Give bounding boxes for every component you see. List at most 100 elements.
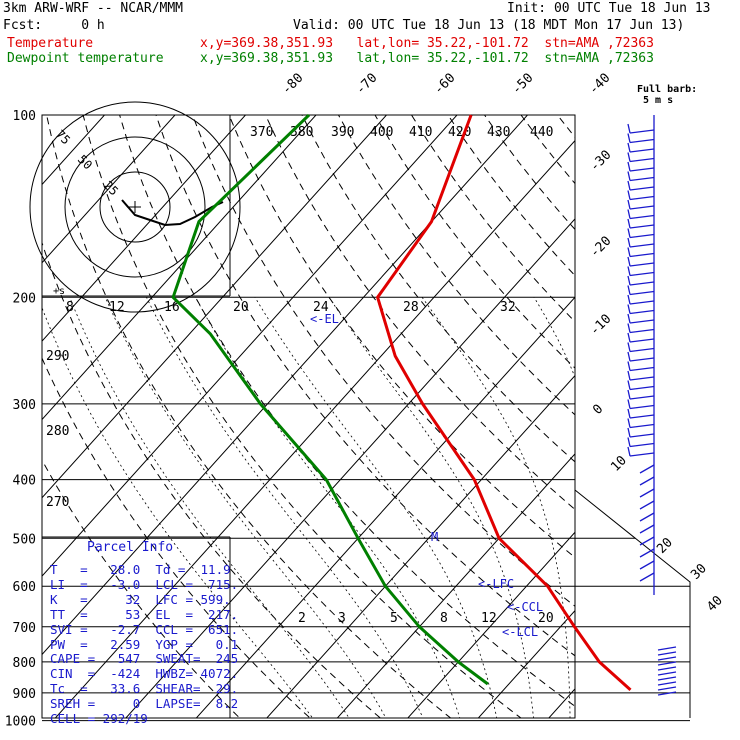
isotherm — [42, 115, 247, 342]
pressure-label: 300 — [13, 398, 36, 413]
dry-adiabat — [42, 241, 382, 718]
isotherm — [42, 115, 458, 577]
lfc-marker: <-LFC — [478, 577, 515, 591]
mixing-ratio-label: 2 — [298, 611, 306, 626]
wind-barb — [639, 548, 655, 558]
isotherm-label: -30 — [587, 148, 614, 175]
parcel-info-row: CIN = -424 HWBZ= 4072. — [50, 666, 239, 682]
mixing-ratio-label: 24 — [313, 300, 329, 315]
isotherm-label: 20 — [654, 535, 676, 557]
wind-barb — [627, 256, 655, 267]
dry-adiabat — [374, 115, 575, 369]
hodograph-storm-label: +s — [53, 286, 65, 297]
hodograph-ring — [64, 136, 206, 278]
hodograph-ring — [29, 101, 241, 313]
isotherm-label: -50 — [509, 71, 536, 98]
dry-adiabat — [484, 115, 575, 231]
wind-barb — [627, 313, 655, 324]
hodograph — [29, 101, 241, 313]
mixing-ratio-label: 28 — [403, 300, 419, 315]
wind-barb — [639, 536, 655, 546]
wind-barb — [627, 190, 655, 201]
hodograph-trace — [121, 199, 224, 227]
ccl-marker: <-CCL — [507, 600, 544, 614]
dry-adiabat — [667, 115, 740, 733]
wind-barb — [627, 332, 655, 343]
theta-label: 370 — [250, 125, 273, 140]
isotherm-label: -60 — [431, 71, 458, 98]
isotherm — [594, 102, 740, 740]
mixing-ratio-label: 3 — [338, 611, 346, 626]
wind-barb — [657, 656, 677, 661]
wind-legend-title: Full barb: — [637, 84, 698, 95]
dewpoint-curve — [171, 113, 489, 686]
pressure-label: 500 — [13, 532, 36, 547]
pressure-label: 800 — [13, 656, 36, 671]
dry-adiabat — [119, 115, 575, 707]
moist-adiabat — [641, 297, 664, 733]
wind-barb — [627, 380, 655, 391]
wind-barbs — [627, 115, 677, 696]
wind-barb — [627, 389, 655, 400]
moist-adiabat — [328, 297, 534, 718]
isotherm — [42, 115, 317, 421]
parcel-info-row: SVI = -2.7 CCL = 651. — [50, 621, 239, 637]
isotherm-label: -10 — [587, 312, 614, 339]
dry-adiabat — [265, 115, 575, 511]
wind-barb — [657, 686, 677, 691]
parcel-info-row: CELL = 292/19 — [50, 711, 148, 726]
wind-barb — [627, 161, 655, 172]
hodograph-label: 50 — [75, 152, 95, 172]
wind-barb — [627, 370, 655, 381]
isotherm — [477, 609, 575, 718]
dry-adiabat — [301, 115, 575, 463]
isotherm — [42, 115, 388, 499]
wind-barb — [657, 691, 677, 696]
dry-adiabat — [630, 115, 740, 733]
wind-barb — [639, 560, 655, 570]
wind-barb — [627, 275, 655, 286]
dry-adiabat — [82, 115, 522, 718]
moist-adiabat — [146, 297, 424, 718]
m-marker: M — [431, 530, 439, 544]
wind-barb — [627, 342, 655, 353]
theta-label: 290 — [46, 349, 69, 364]
pressure-label: 400 — [13, 474, 36, 489]
wind-barb — [639, 464, 655, 474]
isotherm — [54, 139, 575, 718]
wind-barb — [627, 437, 655, 448]
mixing-ratio-label: 5 — [390, 611, 398, 626]
legend-dewpoint: Dewpoint temperature — [7, 51, 164, 66]
theta-label: 410 — [409, 125, 432, 140]
wind-barb — [627, 247, 655, 258]
wind-barb — [627, 123, 655, 134]
mixing-ratio-label: 16 — [164, 300, 180, 315]
wind-barb — [627, 285, 655, 296]
mixing-ratio-label: 32 — [500, 300, 516, 315]
dry-adiabat — [192, 115, 575, 607]
dry-adiabat — [42, 357, 311, 718]
pressure-label: 900 — [13, 687, 36, 702]
isotherm — [336, 453, 575, 718]
wind-barb — [627, 446, 655, 457]
pressure-label: 600 — [13, 580, 36, 595]
pressure-label: 100 — [13, 109, 36, 124]
wind-barb — [627, 294, 655, 305]
theta-label: 440 — [530, 125, 553, 140]
wind-barb — [639, 476, 655, 486]
isotherm — [665, 102, 740, 740]
pressure-label: 700 — [13, 621, 36, 636]
isotherm — [125, 218, 575, 718]
theta-label: 380 — [290, 125, 313, 140]
wind-barb — [627, 418, 655, 429]
isotherm-label: -40 — [586, 71, 613, 98]
isotherm — [735, 102, 740, 740]
isotherm — [195, 296, 575, 718]
wind-barb — [657, 671, 677, 676]
wind-barb — [627, 133, 655, 144]
mixing-ratio-label: 12 — [109, 300, 125, 315]
theta-label: 430 — [487, 125, 510, 140]
theta-label: 400 — [370, 125, 393, 140]
mixing-ratio-label: 8 — [440, 611, 448, 626]
